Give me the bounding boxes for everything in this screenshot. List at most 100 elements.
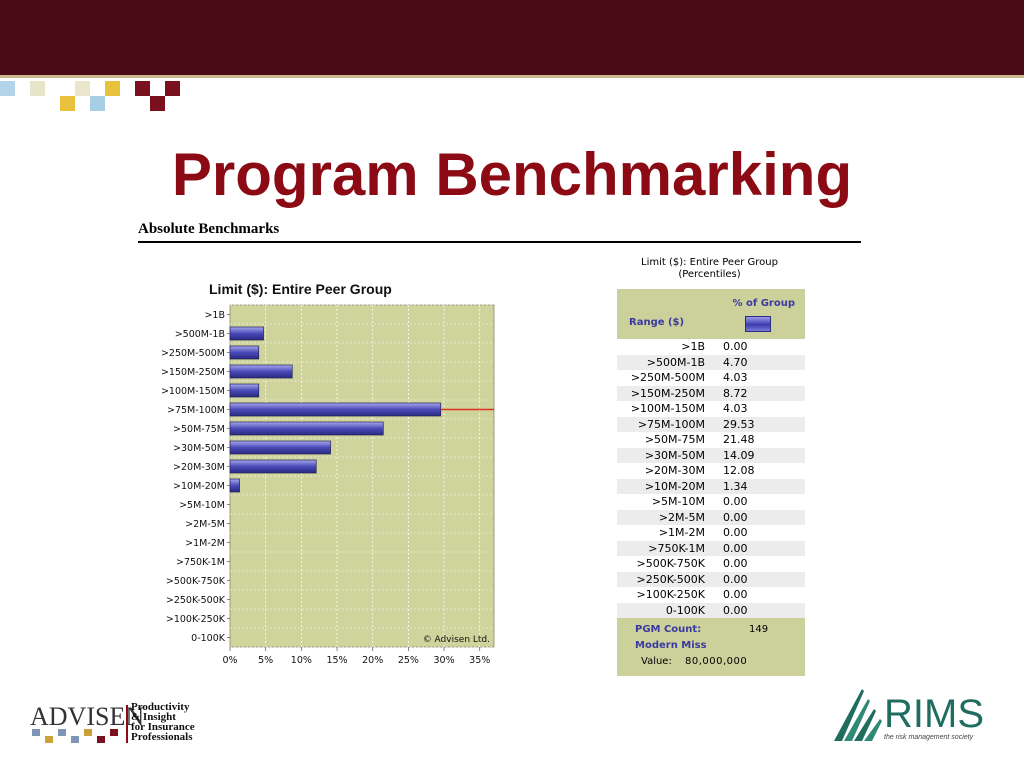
- value-value: 80,000,000: [685, 656, 748, 667]
- percentile-table: % of Group Range ($) >1B 0.00 >500M-1B 4.70…: [617, 289, 805, 676]
- x-tick-label: 0%: [222, 655, 237, 666]
- bar: [229, 402, 442, 417]
- row-range: >1B: [681, 340, 705, 353]
- y-tick-label: >100M-150M: [161, 386, 225, 397]
- table-row: >50M-75M 21.48: [617, 432, 805, 448]
- header-rule: [0, 75, 1024, 78]
- y-tick-label: >250M-500M: [161, 348, 225, 359]
- table-footer: PGM Count: 149 Modern Miss Value: 80,000…: [617, 618, 805, 676]
- decor-square: [60, 96, 75, 111]
- x-tick-label: 5%: [258, 655, 273, 666]
- advisen-separator: [126, 705, 128, 743]
- table-row: >150M-250M 8.72: [617, 385, 805, 401]
- row-value: 14.09: [723, 448, 755, 462]
- bar: [229, 383, 260, 398]
- bar: [229, 440, 331, 455]
- rims-wordmark: RIMS: [884, 692, 984, 736]
- decor-square: [90, 96, 105, 111]
- decor-square: [135, 81, 150, 96]
- x-tick-label: 35%: [469, 655, 490, 666]
- table-row: >30M-50M 14.09: [617, 447, 805, 463]
- y-tick-label: >100K-250K: [166, 614, 226, 625]
- table-row: >75M-100M 29.53: [617, 416, 805, 432]
- table-row: >750K-1M 0.00: [617, 540, 805, 556]
- row-range: >20M-30M: [644, 464, 705, 477]
- table-row: >2M-5M 0.00: [617, 509, 805, 525]
- advisen-tagline-line: Productivity: [131, 701, 190, 713]
- advisen-square: [32, 729, 40, 736]
- row-value: 4.03: [723, 371, 748, 384]
- bar-chart: >1B >500M-1B >250M-500M >150M-250M >100M-150…: [161, 304, 495, 666]
- table-row: >100M-150M 4.03: [617, 401, 805, 417]
- decor-square: [150, 96, 165, 111]
- bar: [229, 345, 260, 360]
- row-value: 0.00: [723, 541, 748, 555]
- x-tick-label: 25%: [398, 655, 419, 666]
- y-tick-label: >20M-30M: [173, 462, 225, 473]
- bar: [229, 459, 317, 474]
- row-value: 12.08: [723, 464, 755, 477]
- row-range: >150M-250M: [630, 386, 705, 400]
- table-row: >250M-500M 4.03: [617, 370, 805, 386]
- advisen-square: [84, 729, 92, 736]
- table-row: >20M-30M 12.08: [617, 463, 805, 479]
- table-body: >1B 0.00 >500M-1B 4.70 >250M-500M 4.03 >150M-2…: [617, 339, 805, 618]
- row-value: 0.00: [723, 526, 748, 539]
- value-label: Value:: [641, 656, 672, 667]
- row-range: >500K-750K: [636, 557, 705, 570]
- row-range: >100M-150M: [630, 402, 705, 415]
- y-tick-label: >10M-20M: [173, 481, 225, 492]
- rims-tagline: the risk management society: [884, 734, 974, 741]
- row-value: 0.00: [723, 495, 748, 508]
- advisen-tagline-line: Professionals: [131, 731, 193, 743]
- chart-title: Limit ($): Entire Peer Group: [209, 281, 392, 297]
- pgm-count-value: 149: [749, 624, 769, 635]
- bar: [229, 326, 264, 341]
- decor-square: [105, 81, 120, 96]
- x-tick-label: 15%: [326, 655, 347, 666]
- table-title-line2: (Percentiles): [678, 269, 741, 280]
- row-range: >750K-1M: [648, 541, 705, 555]
- decor-square: [0, 81, 15, 96]
- advisen-square: [58, 729, 66, 736]
- table-row: >100K-250K 0.00: [617, 587, 805, 603]
- advisen-tagline: Productivity & Insight for Insurance Pro…: [131, 701, 195, 743]
- row-range: >50M-75M: [644, 433, 705, 446]
- decor-square: [30, 81, 45, 96]
- y-tick-label: >500K-750K: [166, 576, 226, 587]
- y-tick-label: >1B: [204, 310, 225, 321]
- row-range: >250M-500M: [630, 371, 705, 384]
- advisen-square: [45, 736, 53, 743]
- row-value: 4.70: [723, 355, 748, 369]
- y-tick-label: >75M-100M: [167, 405, 225, 416]
- chart-annotation: © Advisen Ltd.: [423, 635, 490, 645]
- row-range: >30M-50M: [644, 448, 705, 462]
- column-header-range: Range ($): [629, 317, 685, 328]
- x-tick-label: 30%: [433, 655, 454, 666]
- table-row: >250K-500K 0.00: [617, 571, 805, 587]
- row-range: >250K-500K: [636, 572, 705, 586]
- decor-square: [75, 81, 90, 96]
- table-row: >1M-2M 0.00: [617, 525, 805, 541]
- y-tick-label: >150M-250M: [161, 367, 225, 378]
- row-range: >100K-250K: [636, 588, 705, 601]
- y-tick-label: >5M-10M: [179, 500, 225, 511]
- row-range: >500M-1B: [646, 355, 705, 369]
- advisen-square: [97, 736, 105, 743]
- table-row: >500M-1B 4.70: [617, 354, 805, 370]
- bar: [229, 364, 293, 379]
- table-row: >500K-750K 0.00: [617, 556, 805, 572]
- advisen-tagline-line: for Insurance: [131, 721, 195, 733]
- table-row: 0-100K 0.00: [617, 602, 805, 618]
- table-title: Limit ($): Entire Peer Group (Percentile…: [612, 257, 807, 281]
- row-range: >2M-5M: [658, 510, 705, 524]
- row-value: 0.00: [723, 603, 748, 617]
- table-row: >10M-20M 1.34: [617, 478, 805, 494]
- x-tick-label: 20%: [362, 655, 383, 666]
- y-tick-label: >2M-5M: [185, 519, 225, 530]
- y-tick-label: >1M-2M: [185, 538, 225, 549]
- row-value: 0.00: [723, 340, 748, 353]
- row-range: >10M-20M: [644, 479, 705, 493]
- subtitle-rule: [138, 241, 861, 243]
- row-range: >1M-2M: [658, 526, 705, 539]
